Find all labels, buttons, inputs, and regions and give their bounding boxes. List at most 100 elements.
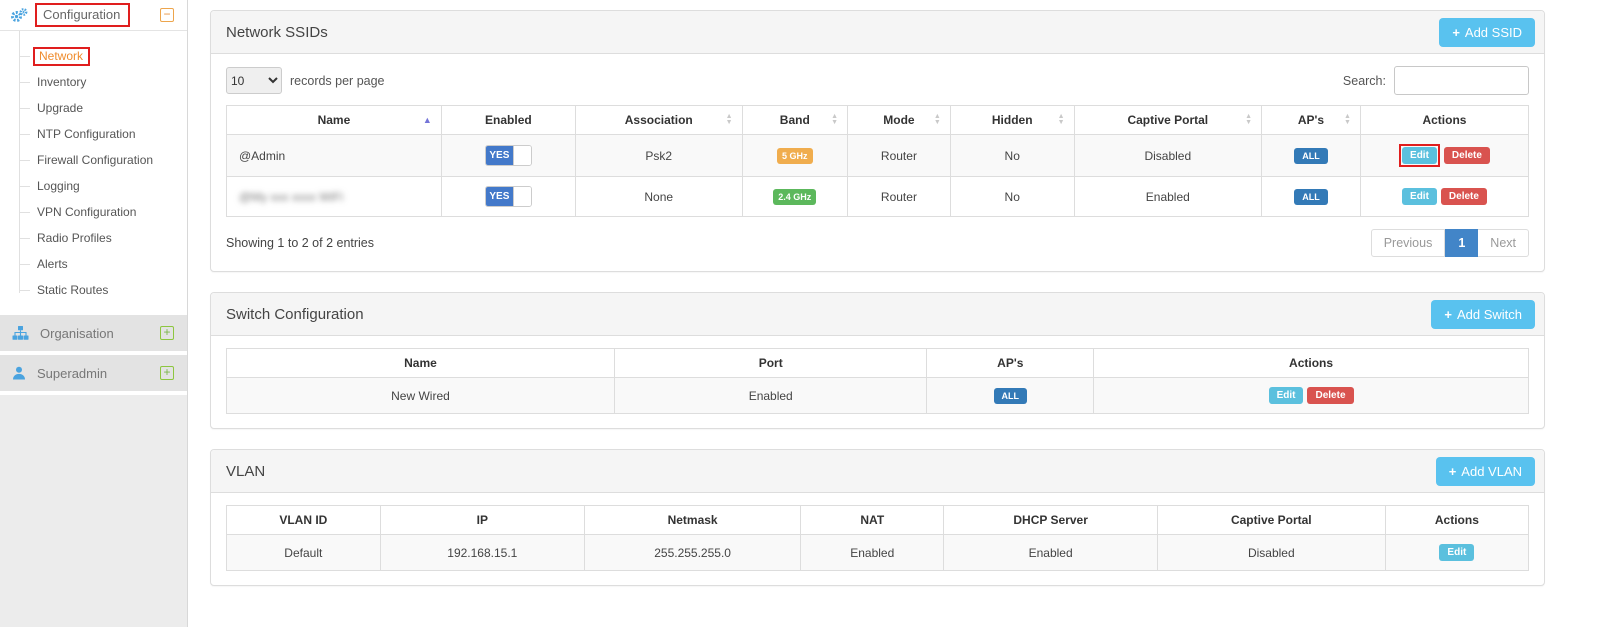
delete-button[interactable]: Delete xyxy=(1307,387,1354,404)
mode-value: Router xyxy=(847,134,951,177)
user-icon xyxy=(12,366,26,380)
ip-value: 192.168.15.1 xyxy=(379,534,586,571)
column-header-captive-portal[interactable]: Captive Portal ▲ ▼ xyxy=(1073,105,1263,135)
sidebar: Configuration − Network Inventory Upgrad… xyxy=(0,0,188,627)
vlan-table: VLAN ID IP Netmask NAT DHCP Server Capti… xyxy=(226,505,1530,571)
sidebar-organisation-label: Organisation xyxy=(40,325,114,341)
collapse-minus-icon[interactable]: − xyxy=(160,8,174,22)
add-switch-button[interactable]: + Add Switch xyxy=(1431,299,1535,329)
band-badge: 2.4 GHz xyxy=(773,188,817,205)
panel-title: Switch Configuration xyxy=(226,305,364,323)
records-per-page-label: records per page xyxy=(290,73,385,88)
hidden-value: No xyxy=(949,176,1075,217)
plus-icon: + xyxy=(1444,306,1452,322)
sidebar-item-ntp-configuration[interactable]: NTP Configuration xyxy=(0,121,187,147)
column-header-netmask: Netmask xyxy=(584,505,802,535)
network-ssids-body: 10 records per page Search: xyxy=(211,54,1544,271)
edit-button[interactable]: Edit xyxy=(1402,188,1437,205)
add-ssid-button[interactable]: + Add SSID xyxy=(1439,17,1535,47)
sidebar-item-network[interactable]: Network xyxy=(0,43,187,69)
netmask-value: 255.255.255.0 xyxy=(584,534,802,571)
vlan-panel: VLAN + Add VLAN VLAN ID IP Netmask xyxy=(210,449,1545,586)
ssids-table: Name ▲ Enabled Association ▲ ▼ xyxy=(226,105,1530,217)
panel-title: Network SSIDs xyxy=(226,23,328,41)
panel-title: VLAN xyxy=(226,462,266,480)
sidebar-item-alerts[interactable]: Alerts xyxy=(0,251,187,277)
sidebar-item-logging[interactable]: Logging xyxy=(0,173,187,199)
entries-summary: Showing 1 to 2 of 2 entries xyxy=(226,236,375,250)
add-vlan-button[interactable]: + Add VLAN xyxy=(1435,456,1535,486)
sidebar-item-firewall-configuration[interactable]: Firewall Configuration xyxy=(0,147,187,173)
sidebar-item-upgrade[interactable]: Upgrade xyxy=(0,95,187,121)
column-header-hidden[interactable]: Hidden ▲ ▼ xyxy=(949,105,1075,135)
column-header-aps[interactable]: AP's ▲ ▼ xyxy=(1261,105,1361,135)
records-per-page-select[interactable]: 10 xyxy=(226,67,282,94)
configuration-submenu: Network Inventory Upgrade NTP Configurat… xyxy=(0,31,187,311)
sidebar-item-radio-profiles[interactable]: Radio Profiles xyxy=(0,225,187,251)
column-header-nat: NAT xyxy=(800,505,945,535)
sidebar-configuration-label: Configuration xyxy=(43,7,121,22)
nat-value: Enabled xyxy=(800,534,945,571)
toggle-knob xyxy=(512,146,531,165)
page-1-button[interactable]: 1 xyxy=(1445,229,1479,257)
sidebar-item-configuration[interactable]: Configuration − xyxy=(0,0,187,31)
sort-icon: ▲ ▼ xyxy=(725,113,733,126)
ssid-name-redacted: @My xxx xxxx WiFi xyxy=(239,189,344,204)
sidebar-item-superadmin[interactable]: Superadmin + xyxy=(0,355,187,391)
annotation-box-network: Network xyxy=(33,46,91,66)
edit-button[interactable]: Edit xyxy=(1402,147,1437,164)
annotation-box-configuration: Configuration xyxy=(35,3,131,27)
edit-button[interactable]: Edit xyxy=(1439,544,1475,561)
ssid-name: @Admin xyxy=(226,134,442,177)
column-header-captive-portal: Captive Portal xyxy=(1156,505,1386,535)
column-header-band[interactable]: Band ▲ ▼ xyxy=(741,105,849,135)
pagination: Previous 1 Next xyxy=(1370,229,1529,257)
sidebar-item-static-routes[interactable]: Static Routes xyxy=(0,277,187,303)
next-page-button[interactable]: Next xyxy=(1478,229,1529,257)
sidebar-item-organisation[interactable]: Organisation + xyxy=(0,315,187,351)
main-content: Network SSIDs + Add SSID 10 records per p… xyxy=(188,0,1600,627)
band-badge: 5 GHz xyxy=(777,147,813,164)
column-header-actions: Actions xyxy=(1384,505,1530,535)
column-header-actions: Actions xyxy=(1093,348,1529,378)
table-row: New Wired Enabled ALL Edit Delete xyxy=(226,377,1529,414)
annotation-box-edit: Edit xyxy=(1399,144,1440,167)
search-input[interactable] xyxy=(1394,66,1529,95)
column-header-association[interactable]: Association ▲ ▼ xyxy=(574,105,743,135)
column-header-ip: IP xyxy=(379,505,586,535)
expand-plus-icon[interactable]: + xyxy=(160,326,174,340)
delete-button[interactable]: Delete xyxy=(1440,188,1487,205)
table-row: @My xxx xxxx WiFi YES None 2.4 GHz xyxy=(226,176,1530,217)
delete-button[interactable]: Delete xyxy=(1443,147,1490,164)
sort-icon: ▲ ▼ xyxy=(1344,113,1351,126)
captive-portal-value: Disabled xyxy=(1073,134,1263,177)
vlan-header: VLAN + Add VLAN xyxy=(211,450,1544,493)
sidebar-item-vpn-configuration[interactable]: VPN Configuration xyxy=(0,199,187,225)
table-controls: 10 records per page Search: xyxy=(226,66,1529,95)
edit-button[interactable]: Edit xyxy=(1268,387,1304,404)
table-footer: Showing 1 to 2 of 2 entries Previous 1 N… xyxy=(226,229,1529,257)
sidebar-filler xyxy=(0,395,187,627)
plus-icon: + xyxy=(1448,463,1457,479)
gears-icon xyxy=(10,7,28,23)
sort-asc-icon: ▲ xyxy=(422,115,432,125)
column-header-mode[interactable]: Mode ▲ ▼ xyxy=(847,105,951,135)
sort-icon: ▲ ▼ xyxy=(831,113,839,126)
table-row: Default 192.168.15.1 255.255.255.0 Enabl… xyxy=(226,534,1530,571)
sort-icon: ▲ ▼ xyxy=(1245,113,1253,126)
aps-badge: ALL xyxy=(1294,147,1328,164)
previous-page-button[interactable]: Previous xyxy=(1370,229,1446,257)
association-value: None xyxy=(574,176,743,217)
enabled-toggle[interactable]: YES xyxy=(484,186,532,207)
mode-value: Router xyxy=(847,176,951,217)
sort-icon: ▲ ▼ xyxy=(933,113,941,126)
sidebar-item-inventory[interactable]: Inventory xyxy=(0,69,187,95)
network-ssids-header: Network SSIDs + Add SSID xyxy=(211,11,1544,54)
aps-badge: ALL xyxy=(993,387,1028,404)
network-ssids-panel: Network SSIDs + Add SSID 10 records per p… xyxy=(210,10,1545,272)
expand-plus-icon[interactable]: + xyxy=(160,366,174,380)
ssids-header-row: Name ▲ Enabled Association ▲ ▼ xyxy=(226,105,1530,135)
column-header-name[interactable]: Name ▲ xyxy=(226,105,442,135)
enabled-toggle[interactable]: YES xyxy=(484,145,532,166)
